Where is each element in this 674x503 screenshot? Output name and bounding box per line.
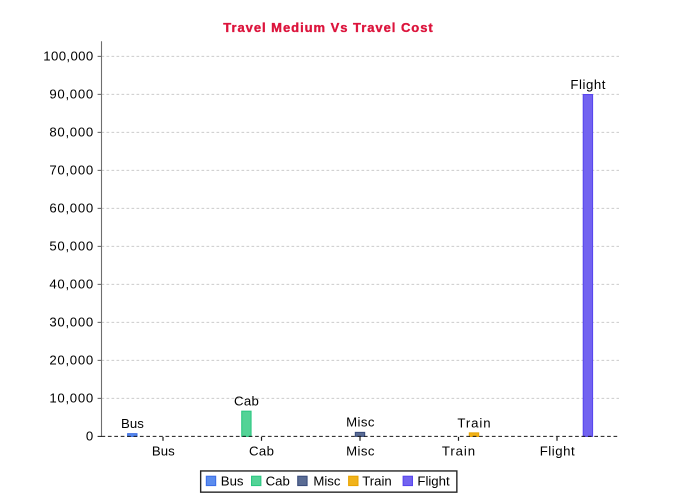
svg-text:Cab: Cab xyxy=(249,444,274,459)
svg-text:30,000: 30,000 xyxy=(49,315,93,330)
svg-text:Misc: Misc xyxy=(346,415,375,430)
svg-text:Flight: Flight xyxy=(417,474,450,489)
svg-text:Bus: Bus xyxy=(121,416,144,431)
svg-text:80,000: 80,000 xyxy=(49,125,93,140)
svg-text:70,000: 70,000 xyxy=(49,163,93,178)
svg-text:Bus: Bus xyxy=(221,474,244,489)
svg-text:Cab: Cab xyxy=(234,394,259,409)
svg-text:50,000: 50,000 xyxy=(49,239,93,254)
svg-text:0: 0 xyxy=(86,429,93,444)
svg-text:100,000: 100,000 xyxy=(43,49,93,64)
svg-text:10,000: 10,000 xyxy=(49,391,93,406)
svg-text:Misc: Misc xyxy=(346,444,375,459)
svg-text:Train: Train xyxy=(362,474,392,489)
svg-text:40,000: 40,000 xyxy=(49,277,93,292)
svg-text:60,000: 60,000 xyxy=(49,201,93,216)
svg-text:90,000: 90,000 xyxy=(49,87,93,102)
svg-text:Misc: Misc xyxy=(313,474,341,489)
svg-text:20,000: 20,000 xyxy=(49,353,93,368)
svg-text:Travel Medium Vs Travel Cost: Travel Medium Vs Travel Cost xyxy=(223,20,433,35)
svg-text:Bus: Bus xyxy=(152,444,175,459)
svg-text:Flight: Flight xyxy=(540,444,575,459)
svg-text:Flight: Flight xyxy=(570,77,605,92)
svg-text:Train: Train xyxy=(457,416,490,431)
svg-text:Cab: Cab xyxy=(266,474,290,489)
svg-text:Train: Train xyxy=(442,444,475,459)
